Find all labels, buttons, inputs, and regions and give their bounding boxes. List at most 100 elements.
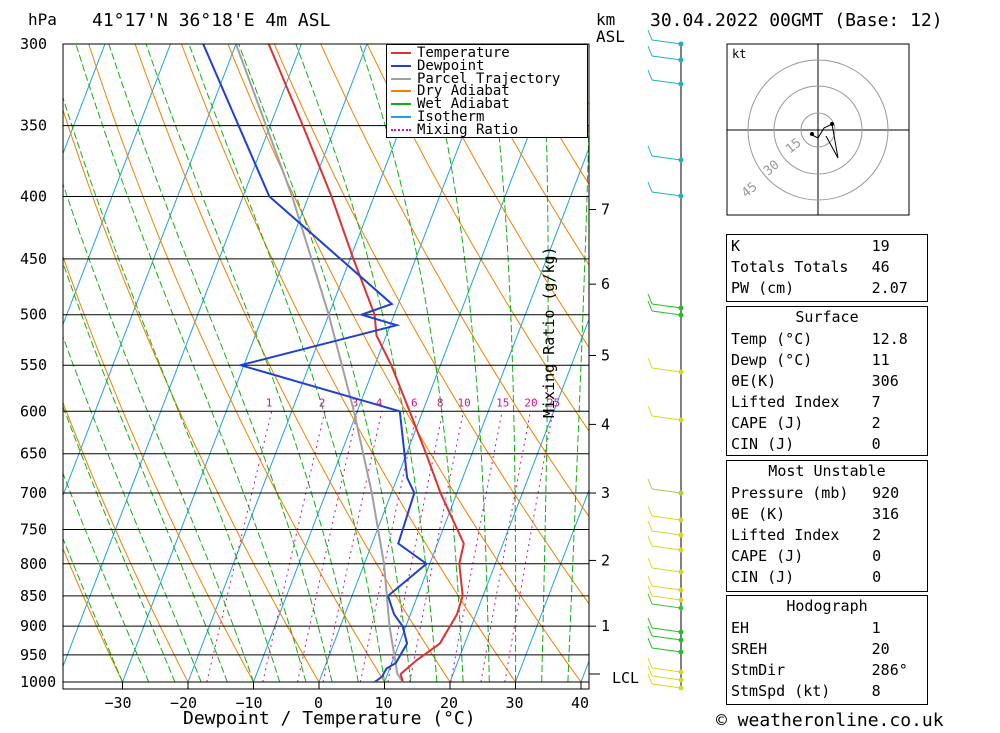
wind-barb	[651, 635, 682, 641]
dry-adiabat	[971, 44, 1000, 682]
pressure-tick-label: 750	[20, 521, 47, 539]
wet-adiabat	[541, 44, 549, 683]
x-tick-label: 40	[571, 694, 589, 712]
height-unit: km	[596, 10, 616, 29]
mixing-ratio-label: 1	[266, 396, 273, 409]
mixing-ratio-line	[322, 411, 383, 683]
index-row: θE(K) 306	[727, 371, 927, 392]
wind-barb	[651, 545, 682, 551]
isotherm	[63, 44, 237, 497]
index-value: 2	[871, 414, 881, 432]
plot-frame	[62, 43, 590, 690]
lcl-label: LCL	[612, 669, 640, 687]
x-axis-title: Dewpoint / Temperature (°C)	[183, 708, 476, 729]
mixing-ratio-label: 10	[457, 396, 470, 409]
wind-barb-flag	[647, 637, 653, 649]
height-tick-label: 7	[601, 201, 610, 219]
dry-adiabat	[63, 547, 123, 683]
x-tick-label: −10	[236, 694, 263, 712]
wind-barb-flag	[647, 625, 653, 637]
index-name: θE(K)	[731, 372, 777, 390]
index-row: Lifted Index 7	[727, 392, 927, 413]
wind-barb-flag	[647, 357, 653, 369]
x-tick-label: 20	[440, 694, 458, 712]
index-row: SREH 20	[727, 639, 927, 660]
indices-table: EH 1 SREH 20 StmDir 286° StmSpd (kt) 8	[727, 618, 927, 702]
indices-table: Pressure (mb) 920 θE (K) 316 Lifted Index 2 CA…	[727, 483, 927, 588]
wind-barb-flag	[647, 575, 653, 587]
index-row: PW (cm) 2.07	[727, 278, 927, 299]
wind-barb	[651, 585, 682, 591]
hodograph-ring	[773, 85, 863, 175]
wind-barb-flag	[647, 405, 653, 417]
wind-barb	[651, 155, 682, 161]
wind-barb-flag	[647, 145, 653, 157]
index-row: Pressure (mb) 920	[727, 483, 927, 504]
wind-barb-flag	[647, 657, 653, 669]
index-row: Lifted Index 2	[727, 525, 927, 546]
index-name: Lifted Index	[731, 526, 840, 544]
legend-label: Dewpoint	[417, 57, 485, 74]
copyright[interactable]: © weatheronline.co.uk	[716, 710, 944, 731]
index-value: 12.8	[871, 330, 908, 348]
wind-barb	[651, 191, 682, 197]
x-tick-label: −30	[105, 694, 132, 712]
mixing-ratio-line	[504, 411, 554, 683]
mixing-ratio-label: 6	[411, 396, 418, 409]
hodograph-trace	[809, 123, 839, 159]
hodograph-point	[810, 132, 814, 136]
isotherm	[449, 317, 589, 683]
wind-barb-flag	[647, 505, 653, 517]
index-row: Totals Totals 46	[727, 257, 927, 278]
dry-adiabat	[134, 44, 451, 683]
index-row: K 19	[727, 236, 927, 257]
pressure-tick-label: 850	[20, 587, 47, 605]
index-value: 46	[871, 258, 890, 276]
index-name: StmSpd (kt)	[731, 682, 831, 700]
legend-item: Isotherm	[391, 110, 484, 124]
index-name: CIN (J)	[731, 568, 795, 586]
surface-title: Surface	[795, 308, 859, 326]
pressure-unit: hPa	[28, 10, 57, 29]
x-tick-label: −20	[170, 694, 197, 712]
dry-adiabat	[88, 44, 385, 683]
index-row: EH 1	[727, 618, 927, 639]
legend-swatch	[391, 77, 411, 80]
height-tick-label: 3	[601, 484, 610, 502]
dry-adiabat	[366, 44, 589, 432]
dry-adiabat	[459, 44, 589, 267]
wind-barb	[651, 683, 682, 689]
index-name: Totals Totals	[731, 258, 849, 276]
wind-barb	[651, 567, 682, 573]
index-name: EH	[731, 619, 750, 637]
isotherm	[253, 44, 499, 683]
index-name: SREH	[731, 640, 768, 658]
wind-barb-flag	[647, 617, 653, 629]
pressure-tick-label: 550	[20, 356, 47, 374]
index-value: 1	[871, 619, 881, 637]
index-value: 11	[871, 351, 890, 369]
height-tick-label: 5	[601, 346, 610, 364]
wind-barb-flag	[647, 535, 653, 547]
isotherm	[187, 44, 433, 683]
index-value: 2	[872, 526, 882, 544]
isotherm	[515, 488, 589, 683]
pressure-tick-label: 600	[20, 402, 47, 420]
location-title: 41°17'N 36°18'E 4m ASL	[92, 10, 331, 31]
legend-item: Mixing Ratio	[391, 123, 518, 137]
height-tick-label: 1	[601, 617, 610, 635]
most-unstable-box: Most Unstable Pressure (mb) 920 θE (K) 316 L…	[726, 460, 928, 592]
index-row: StmDir 286°	[727, 660, 927, 681]
index-name: CIN (J)	[731, 435, 795, 453]
index-value: 19	[871, 237, 890, 255]
wind-barb-flag	[647, 665, 653, 677]
legend-label: Temperature	[417, 45, 510, 61]
wind-barb	[651, 310, 682, 316]
legend-item: Parcel Trajectory	[391, 72, 560, 86]
legend-swatch	[391, 116, 411, 118]
isotherm	[63, 44, 302, 668]
mixing-ratio-line	[450, 411, 503, 683]
index-row: CIN (J) 0	[727, 434, 927, 455]
index-row: θE (K) 316	[727, 504, 927, 525]
